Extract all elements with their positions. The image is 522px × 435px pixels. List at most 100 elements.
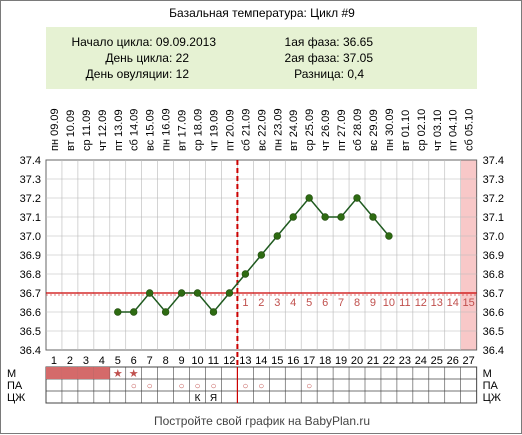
- y-tick-label-left: 36.6: [20, 307, 41, 319]
- phase1-text: 1ая фаза: 36.65: [285, 35, 374, 49]
- day-number: 4: [99, 355, 105, 367]
- date-label: чт 12.09: [97, 110, 109, 151]
- day-number: 6: [131, 355, 137, 367]
- date-label: ср 02.10: [416, 109, 428, 151]
- temperature-point: [114, 308, 122, 316]
- y-tick-label-right: 36.4: [483, 345, 504, 357]
- pa-mark: ○: [147, 381, 153, 392]
- day-number: 19: [335, 355, 347, 367]
- day-number: 26: [447, 355, 459, 367]
- date-label: пн 16.09: [161, 108, 173, 151]
- date-label: пт 13.09: [113, 109, 125, 151]
- y-tick-label-left: 37.0: [20, 231, 41, 243]
- day-number: 12: [223, 355, 235, 367]
- date-label: вт 24.09: [288, 110, 300, 151]
- day-number: 16: [287, 355, 299, 367]
- date-label: ср 18.09: [193, 109, 205, 151]
- menses-cell: [93, 367, 110, 379]
- day-number: 14: [255, 355, 267, 367]
- date-label: чт 26.09: [320, 110, 332, 151]
- post-ovulation-day-number: 8: [354, 297, 360, 309]
- row-label-left: ПА: [7, 380, 23, 392]
- temperature-point: [337, 213, 345, 221]
- y-tick-label-left: 36.5: [20, 326, 41, 338]
- cycle-day-text: День цикла: 22: [105, 51, 189, 65]
- pa-mark: ○: [242, 381, 248, 392]
- post-ovulation-day-number: 9: [370, 297, 376, 309]
- phase2-text: 2ая фаза: 37.05: [285, 51, 374, 65]
- temperature-point: [369, 213, 377, 221]
- temperature-point: [289, 213, 297, 221]
- day-number: 22: [383, 355, 395, 367]
- y-tick-label-right: 37.4: [483, 155, 504, 167]
- day-number: 23: [399, 355, 411, 367]
- y-tick-label-left: 37.3: [20, 174, 41, 186]
- day-number: 5: [115, 355, 121, 367]
- date-label: вт 17.09: [177, 110, 189, 151]
- cm-mark: Я: [210, 393, 217, 404]
- post-ovulation-day-number: 15: [463, 297, 475, 309]
- post-ovulation-day-number: 12: [415, 297, 427, 309]
- day-number: 25: [431, 355, 443, 367]
- row-label-left: ЦЖ: [7, 392, 25, 404]
- y-tick-label-left: 36.9: [20, 250, 41, 262]
- date-label: вт 01.10: [400, 110, 412, 151]
- observation-table: [45, 366, 478, 404]
- menses-cell: [61, 367, 78, 379]
- row-label-right: ЦЖ: [483, 392, 501, 404]
- post-ovulation-day-number: 11: [399, 297, 410, 309]
- y-tick-label-left: 36.8: [20, 269, 41, 281]
- date-label: вт 10.09: [65, 110, 77, 151]
- day-number: 27: [463, 355, 475, 367]
- temperature-point: [385, 232, 393, 240]
- post-ovulation-day-number: 10: [383, 297, 395, 309]
- temperature-point: [225, 289, 234, 297]
- y-tick-label-left: 37.4: [20, 155, 41, 167]
- temperature-point: [257, 251, 266, 259]
- row-label-left: М: [7, 368, 16, 380]
- cycle-start-text: Начало цикла: 09.09.2013: [71, 35, 216, 49]
- day-number: 15: [271, 355, 283, 367]
- y-tick-label-left: 37.2: [20, 193, 41, 205]
- y-tick-label-right: 36.5: [483, 326, 504, 338]
- y-tick-label-left: 36.4: [20, 345, 41, 357]
- y-tick-label-right: 37.3: [483, 174, 504, 186]
- temperature-point: [241, 270, 250, 278]
- pa-mark: ○: [131, 381, 137, 392]
- post-ovulation-day-number: 1: [242, 297, 248, 309]
- post-ovulation-day-number: 2: [258, 297, 264, 309]
- menses-star: ★: [129, 368, 139, 380]
- y-tick-label-right: 36.8: [483, 269, 504, 281]
- post-ovulation-day-number: 7: [338, 297, 344, 309]
- row-label-right: ПА: [483, 380, 499, 392]
- temperature-point: [145, 289, 154, 297]
- menses-star: ★: [113, 368, 123, 380]
- date-label: чт 19.09: [208, 110, 220, 151]
- menses-cell: [77, 367, 94, 379]
- day-number: 21: [367, 355, 379, 367]
- post-ovulation-day-number: 6: [322, 297, 328, 309]
- info-box: Начало цикла: 09.09.2013 День цикла: 22 …: [46, 27, 477, 89]
- temperature-line: [117, 196, 390, 314]
- footer-text: Постройте свой график на BabyPlan.ru: [154, 414, 370, 428]
- day-number: 8: [163, 355, 169, 367]
- temperature-point: [321, 213, 329, 221]
- temperature-point: [353, 194, 361, 202]
- row-label-right: М: [483, 368, 492, 380]
- y-tick-label-left: 37.1: [20, 212, 41, 224]
- day-number: 18: [319, 355, 331, 367]
- pa-mark: ○: [195, 381, 201, 392]
- day-number: 11: [208, 355, 219, 367]
- date-label: сб 14.09: [129, 109, 141, 151]
- day-number: 9: [179, 355, 185, 367]
- y-tick-label-right: 37.1: [483, 212, 504, 224]
- pa-mark: ○: [306, 381, 312, 392]
- day-number: 24: [415, 355, 427, 367]
- temperature-point: [130, 308, 138, 316]
- date-label: сб 28.09: [352, 109, 364, 151]
- date-label: вс 22.09: [256, 109, 268, 151]
- temperature-point: [305, 194, 313, 202]
- date-label: пт 04.10: [448, 109, 460, 151]
- date-label: ср 11.09: [81, 110, 93, 151]
